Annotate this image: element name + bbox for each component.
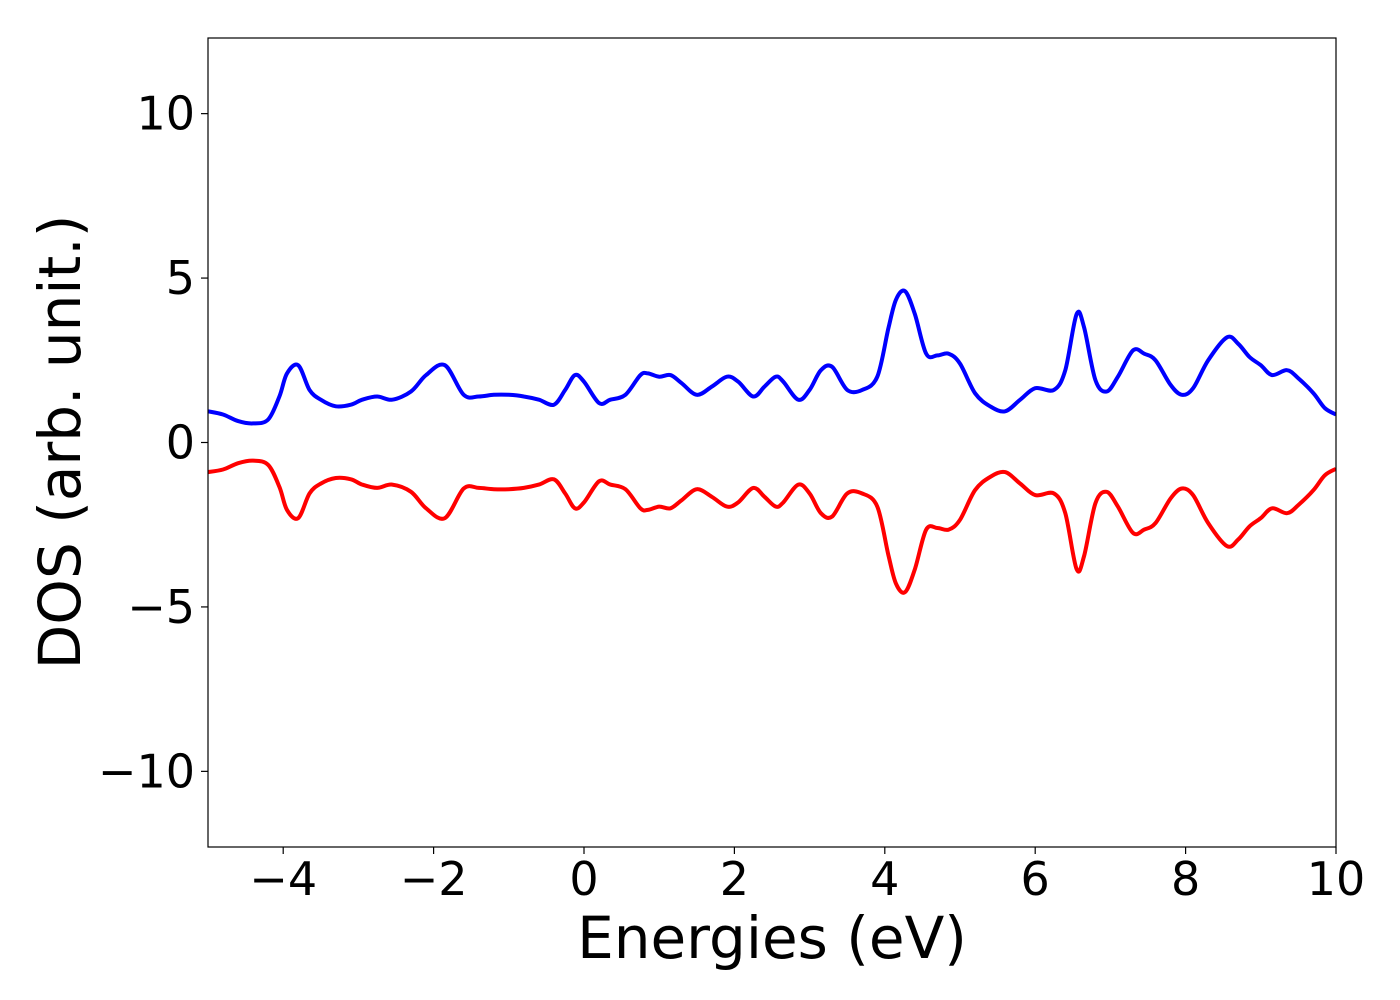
y-tick-label: 10 [136,87,195,141]
x-tick-label: −2 [400,852,468,906]
x-tick-label: 8 [1171,852,1200,906]
x-axis: −4 −2 0 2 4 6 8 10 [249,847,1365,906]
y-tick-label: 0 [166,416,195,470]
y-tick-label: −10 [98,744,195,798]
series-line-2 [208,458,1336,595]
y-tick-label: 5 [166,251,195,305]
x-tick-label: 2 [720,852,749,906]
y-axis: 10 5 0 −5 −10 [98,87,208,798]
x-tick-label: −4 [249,852,317,906]
x-tick-label: 4 [870,852,899,906]
x-axis-label: Energies (eV) [577,904,967,972]
x-tick-label: 10 [1307,852,1366,906]
x-tick-label: 0 [569,852,598,906]
y-tick-label: −5 [127,580,195,634]
series-line-1 [208,288,1336,426]
series-layer [208,288,1336,595]
y-axis-label: DOS (arb. unit.) [26,215,94,670]
x-tick-label: 6 [1021,852,1050,906]
